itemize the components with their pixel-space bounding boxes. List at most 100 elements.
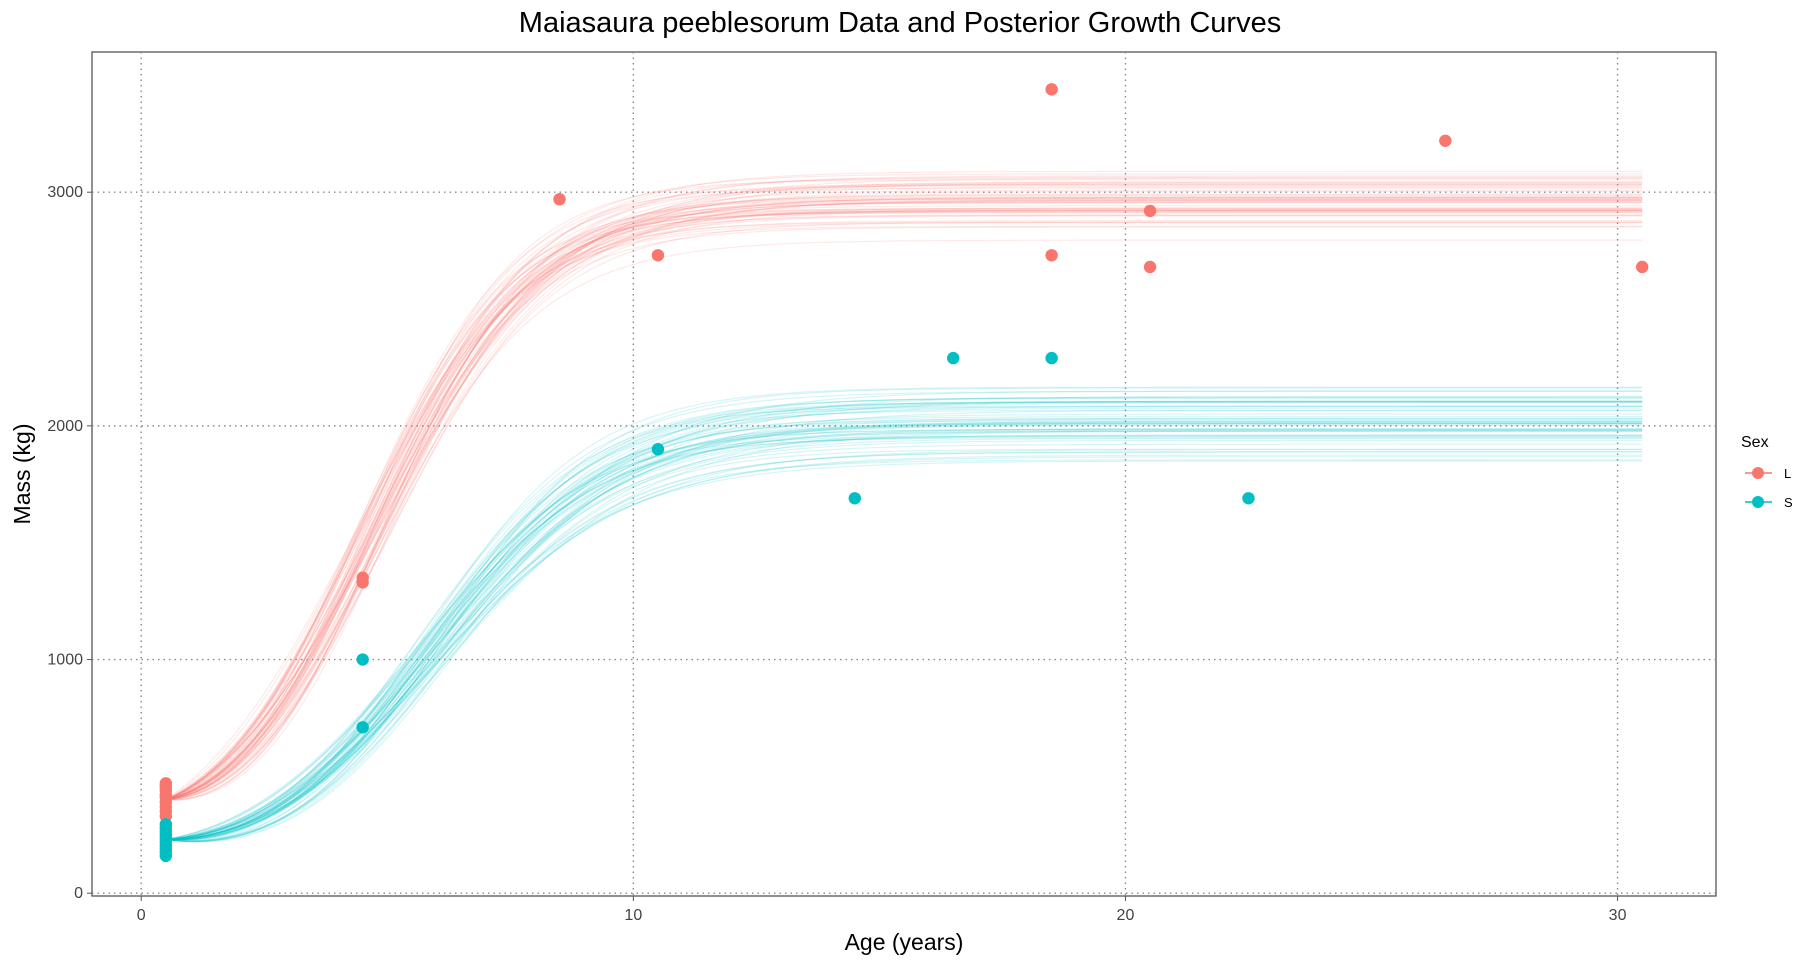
posterior-curve-S — [165, 401, 1643, 841]
posterior-curve-S — [165, 421, 1643, 841]
posterior-curve-S — [165, 451, 1643, 841]
posterior-curve-S — [165, 418, 1643, 841]
posterior-curve-L — [165, 184, 1643, 801]
legend-item-L: L — [1745, 466, 1791, 481]
posterior-curve-S — [165, 449, 1643, 841]
posterior-curve-S — [165, 409, 1643, 841]
posterior-curve-S — [165, 434, 1643, 841]
posterior-curve-S — [165, 386, 1643, 841]
posterior-curve-L — [165, 183, 1643, 801]
legend-title: Sex — [1741, 434, 1769, 451]
posterior-curve-L — [165, 209, 1643, 801]
posterior-curve-L — [165, 198, 1643, 801]
posterior-curve-S — [165, 422, 1643, 841]
data-point-L — [356, 571, 369, 584]
x-tick-label: 30 — [1609, 907, 1627, 924]
posterior-curve-S — [165, 451, 1643, 841]
data-point-L — [159, 777, 173, 790]
posterior-curve-L — [165, 194, 1643, 801]
posterior-curve-S — [165, 405, 1643, 842]
y-tick-label: 0 — [74, 885, 83, 902]
data-point-S — [651, 443, 665, 456]
data-point-S — [356, 653, 369, 666]
posterior-curve-L — [165, 212, 1643, 801]
posterior-curve-S — [165, 401, 1643, 841]
posterior-curve-L — [165, 239, 1643, 801]
data-point-L — [1635, 260, 1649, 274]
x-tick-label: 0 — [137, 907, 146, 924]
posterior-curve-S — [165, 437, 1643, 843]
posterior-curve-S — [165, 420, 1643, 841]
posterior-curve-L — [165, 182, 1643, 801]
posterior-curve-L — [165, 199, 1643, 801]
y-axis-label: Mass (kg) — [9, 424, 35, 525]
posterior-curve-L — [165, 221, 1643, 801]
posterior-curve-S — [165, 430, 1643, 841]
posterior-curve-L — [165, 196, 1643, 801]
data-point-S — [947, 351, 960, 365]
posterior-curve-S — [165, 406, 1643, 843]
posterior-curve-L — [165, 220, 1643, 801]
plot-panel-border — [91, 51, 1717, 897]
posterior-curve-S — [165, 435, 1643, 842]
posterior-curve-L — [165, 210, 1643, 801]
posterior-curve-L — [165, 185, 1643, 801]
legend-label-L: L — [1784, 466, 1791, 481]
posterior-curve-S — [165, 407, 1643, 841]
posterior-curve-L — [165, 214, 1643, 801]
posterior-curves-L — [165, 170, 1643, 801]
posterior-curve-L — [165, 211, 1643, 801]
posterior-curve-S — [165, 424, 1643, 841]
posterior-curve-S — [165, 422, 1643, 843]
posterior-curve-S — [165, 413, 1643, 841]
posterior-curve-S — [165, 401, 1643, 841]
posterior-curve-L — [165, 209, 1643, 801]
posterior-curve-S — [165, 428, 1643, 841]
posterior-curve-S — [165, 448, 1643, 843]
posterior-curve-S — [165, 454, 1643, 841]
legend-key-dot-S — [1752, 496, 1764, 508]
posterior-curve-L — [165, 175, 1643, 801]
posterior-curve-L — [165, 199, 1643, 801]
posterior-curve-S — [165, 405, 1643, 841]
y-tick-label: 2000 — [47, 418, 83, 435]
data-point-S — [1242, 492, 1255, 505]
y-axis-ticks: 0 1000 2000 3000 — [47, 184, 92, 902]
posterior-curve-L — [165, 197, 1643, 801]
posterior-curve-L — [165, 207, 1643, 801]
data-points — [159, 83, 1649, 863]
posterior-curve-S — [165, 430, 1643, 841]
posterior-curve-L — [165, 196, 1643, 801]
posterior-curve-S — [165, 422, 1643, 841]
data-point-S — [1045, 351, 1058, 365]
posterior-curve-S — [165, 456, 1643, 841]
posterior-curve-L — [165, 201, 1643, 801]
posterior-curve-L — [165, 176, 1643, 801]
posterior-curve-S — [165, 437, 1643, 841]
x-tick-label: 10 — [624, 907, 642, 924]
posterior-curve-L — [165, 209, 1643, 801]
data-point-L — [1143, 260, 1157, 274]
posterior-curve-L — [165, 186, 1643, 801]
posterior-curve-L — [165, 221, 1643, 801]
posterior-curve-S — [165, 459, 1643, 842]
posterior-curve-L — [165, 199, 1643, 801]
posterior-curve-L — [165, 214, 1643, 801]
posterior-curve-L — [165, 208, 1643, 801]
posterior-curve-S — [165, 402, 1643, 841]
posterior-curve-L — [165, 181, 1643, 801]
posterior-curve-S — [165, 421, 1643, 842]
posterior-curve-S — [165, 397, 1643, 841]
posterior-curve-S — [165, 435, 1643, 841]
posterior-curve-S — [165, 400, 1643, 841]
posterior-curve-L — [165, 190, 1643, 801]
posterior-curve-S — [165, 443, 1643, 841]
posterior-curve-L — [165, 201, 1643, 801]
posterior-curve-S — [165, 396, 1643, 841]
posterior-curve-S — [165, 423, 1643, 841]
posterior-curve-S — [165, 460, 1643, 841]
posterior-curve-S — [165, 436, 1643, 841]
posterior-curve-L — [165, 181, 1643, 801]
